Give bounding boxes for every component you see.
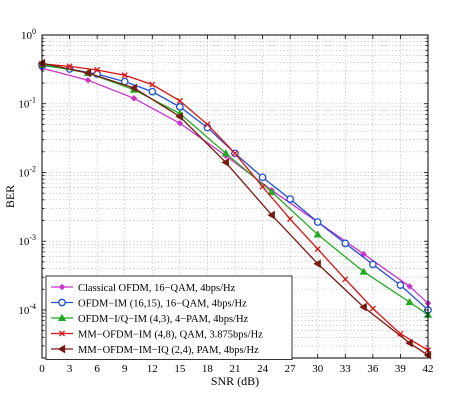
x-tick-label: 15 bbox=[174, 363, 186, 375]
x-axis-label: SNR (dB) bbox=[211, 374, 259, 388]
legend-marker bbox=[57, 344, 66, 354]
y-tick-label: 100 bbox=[21, 27, 36, 42]
series-point bbox=[313, 259, 321, 269]
legend-marker bbox=[58, 298, 66, 307]
series-point bbox=[84, 76, 92, 84]
y-tick-exponent: -1 bbox=[29, 96, 36, 105]
y-tick-base: 10 bbox=[21, 30, 33, 42]
y-tick-label: 10-1 bbox=[18, 96, 36, 111]
x-tick-label: 18 bbox=[202, 363, 214, 375]
series-point bbox=[267, 210, 275, 220]
legend-entry: MM−OFDM−IM−IQ (2,4), PAM, 4bps/Hz bbox=[51, 344, 259, 356]
series-line bbox=[41, 62, 429, 356]
y-tick-exponent: -4 bbox=[29, 302, 36, 311]
x-tick-label: 21 bbox=[230, 363, 241, 375]
series-point bbox=[94, 66, 101, 74]
series-4 bbox=[38, 60, 432, 354]
series-point bbox=[258, 173, 267, 182]
legend-box bbox=[45, 275, 293, 360]
series-point bbox=[286, 195, 294, 203]
legend-label: OFDM−I/Q−IM (4,3), 4−PAM, 4bps/Hz bbox=[78, 314, 249, 325]
legend-entry: OFDM−I/Q−IM (4,3), 4−PAM, 4bps/Hz bbox=[51, 313, 249, 325]
series-point bbox=[313, 218, 322, 226]
x-tick-label: 42 bbox=[423, 363, 434, 375]
legend: Classical OFDM, 16−QAM, 4bps/Hz OFDM−IM (… bbox=[45, 275, 293, 360]
series-point bbox=[397, 330, 404, 337]
series-point bbox=[342, 276, 349, 283]
series-point bbox=[204, 121, 211, 128]
y-tick-label: 10-4 bbox=[18, 302, 36, 317]
series-point bbox=[359, 267, 368, 275]
series-point bbox=[130, 95, 138, 102]
legend-label: MM−OFDM−IM (4,8), QAM, 3.875bps/Hz bbox=[78, 329, 263, 340]
series-point bbox=[121, 72, 128, 79]
legend-marker bbox=[57, 313, 67, 322]
y-tick-label: 10-2 bbox=[18, 164, 36, 179]
series-point bbox=[314, 245, 321, 253]
series-point bbox=[406, 283, 413, 290]
series-point bbox=[176, 103, 184, 111]
series-area bbox=[37, 58, 433, 360]
legend-entry: Classical OFDM, 16−QAM, 4bps/Hz bbox=[51, 283, 236, 294]
legend-entry: MM−OFDM−IM (4,8), QAM, 3.875bps/Hz bbox=[51, 329, 263, 340]
series-line bbox=[41, 64, 429, 316]
series-point bbox=[313, 230, 322, 238]
series-point bbox=[359, 302, 367, 312]
x-tick-label: 0 bbox=[39, 363, 45, 375]
y-tick-base: 10 bbox=[18, 167, 30, 179]
legend-marker bbox=[58, 330, 66, 337]
y-axis-label: BER bbox=[3, 185, 17, 208]
x-tick-label: 3 bbox=[67, 363, 73, 375]
x-tick-label: 24 bbox=[257, 363, 269, 375]
series-point bbox=[287, 216, 294, 223]
series-point bbox=[175, 112, 184, 121]
series-point bbox=[149, 81, 156, 88]
y-tick-label: 10-3 bbox=[18, 233, 36, 248]
series-point bbox=[405, 338, 413, 348]
x-tick-label: 6 bbox=[94, 363, 100, 375]
series-point bbox=[221, 158, 229, 167]
y-tick-base: 10 bbox=[18, 305, 30, 317]
series-point bbox=[369, 305, 376, 312]
x-tick-label: 36 bbox=[367, 363, 379, 375]
x-tick-label: 30 bbox=[312, 363, 324, 375]
x-tick-label: 12 bbox=[147, 363, 158, 375]
axis-ticks: 0 3 6 9 12 15 18 21 24 27 30 33 36 39 4210-410-310-210… bbox=[18, 27, 433, 375]
series-point bbox=[405, 297, 414, 306]
legend-label: Classical OFDM, 16−QAM, 4bps/Hz bbox=[78, 283, 236, 294]
series-point bbox=[231, 150, 239, 157]
y-tick-exponent: 0 bbox=[32, 27, 36, 36]
legend-label: MM−OFDM−IM−IQ (2,4), PAM, 4bps/Hz bbox=[78, 345, 259, 356]
y-tick-exponent: -3 bbox=[29, 233, 36, 242]
x-tick-label: 33 bbox=[340, 363, 352, 375]
series-point bbox=[176, 97, 183, 104]
y-tick-base: 10 bbox=[18, 236, 30, 248]
series-point bbox=[129, 83, 138, 93]
y-tick-base: 10 bbox=[18, 99, 30, 111]
x-tick-label: 39 bbox=[395, 363, 407, 375]
y-tick-exponent: -2 bbox=[29, 164, 36, 173]
legend-label: OFDM−IM (16,15), 16−QAM, 4bps/Hz bbox=[78, 298, 247, 309]
legend-marker bbox=[58, 283, 66, 291]
legend-entry: OFDM−IM (16,15), 16−QAM, 4bps/Hz bbox=[51, 298, 247, 309]
x-tick-label: 9 bbox=[122, 363, 128, 375]
series-point bbox=[396, 281, 405, 289]
series-point bbox=[341, 239, 350, 248]
series-point bbox=[148, 87, 157, 96]
x-tick-label: 27 bbox=[285, 363, 297, 375]
series-point bbox=[83, 68, 92, 78]
series-point bbox=[259, 183, 266, 190]
series-point bbox=[176, 120, 184, 127]
series-point bbox=[267, 187, 276, 195]
series-point bbox=[369, 260, 377, 269]
series-point bbox=[221, 149, 230, 157]
